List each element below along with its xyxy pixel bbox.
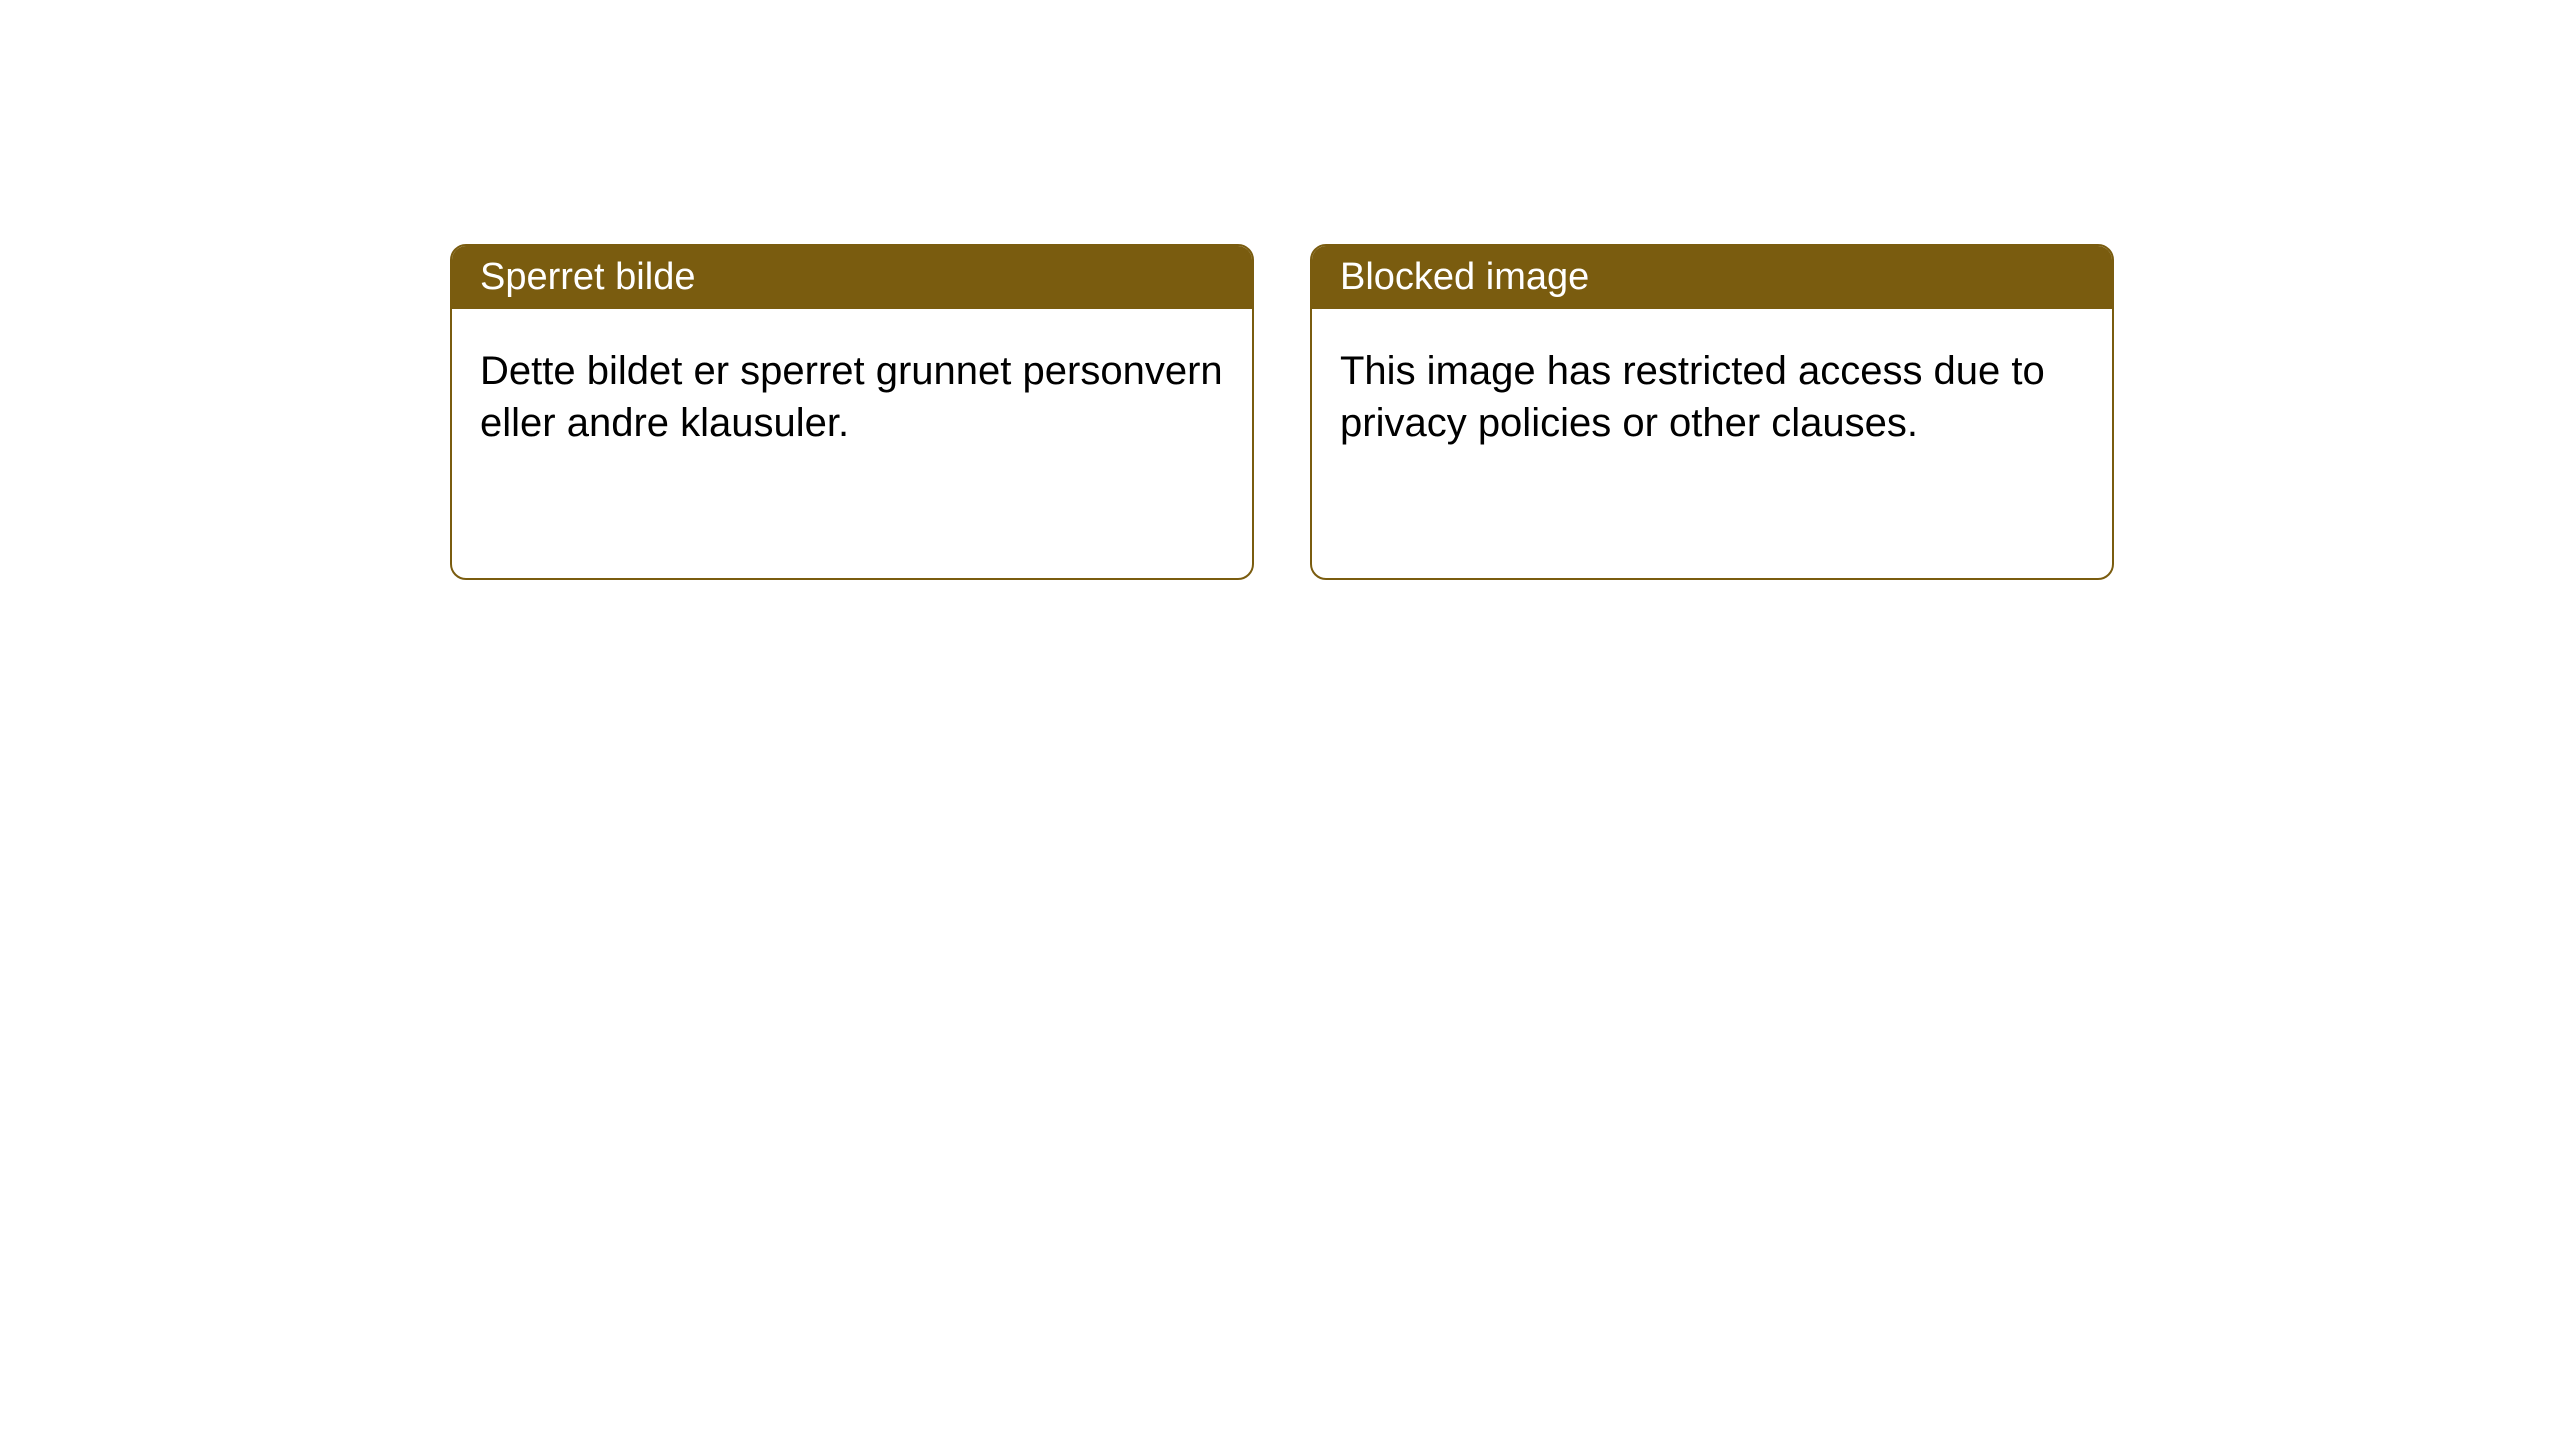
cards-container: Sperret bilde Dette bildet er sperret gr… <box>450 244 2114 580</box>
info-card-norwegian: Sperret bilde Dette bildet er sperret gr… <box>450 244 1254 580</box>
card-body: Dette bildet er sperret grunnet personve… <box>452 309 1252 485</box>
info-card-english: Blocked image This image has restricted … <box>1310 244 2114 580</box>
card-header: Sperret bilde <box>452 246 1252 309</box>
card-header: Blocked image <box>1312 246 2112 309</box>
card-body: This image has restricted access due to … <box>1312 309 2112 485</box>
